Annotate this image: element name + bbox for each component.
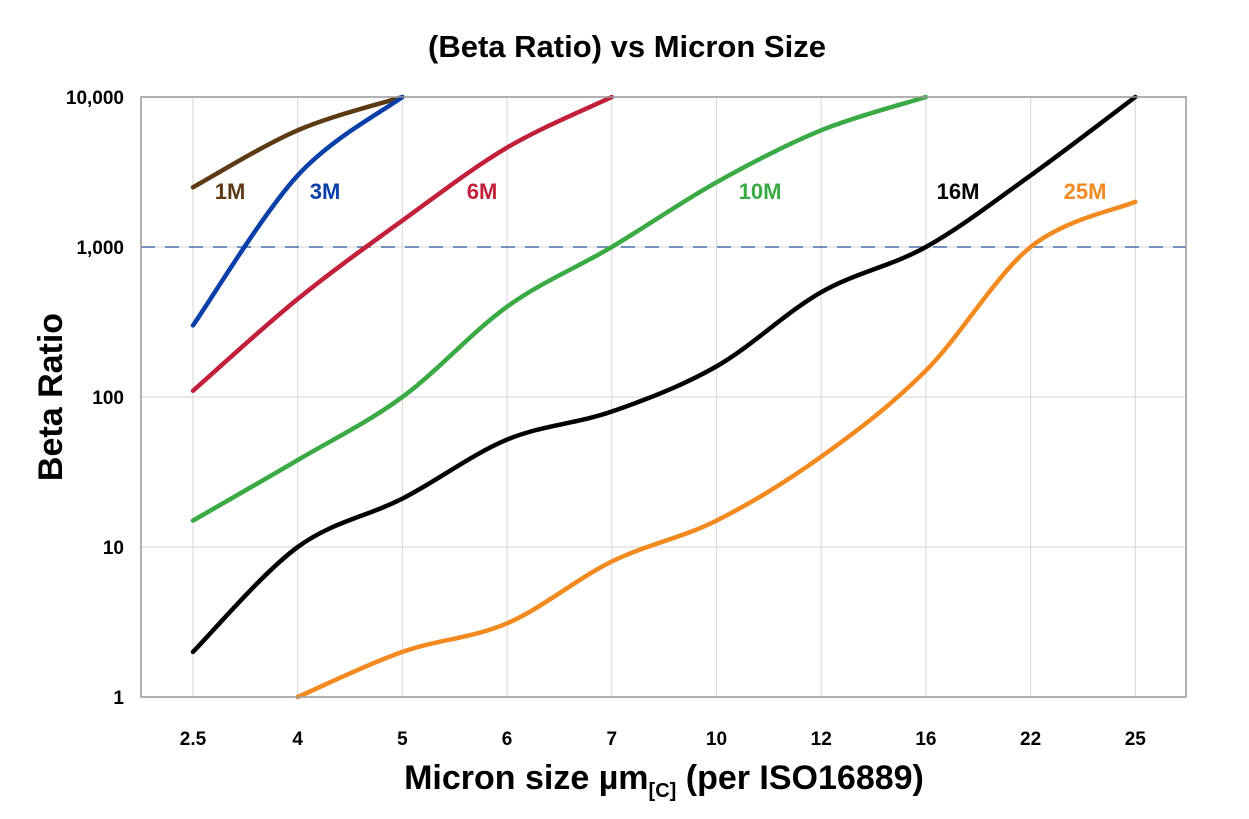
y-tick-label: 100 bbox=[92, 388, 124, 409]
x-tick-label: 16 bbox=[915, 729, 936, 750]
x-tick-label: 4 bbox=[292, 729, 303, 750]
x-axis-label-suffix: (per ISO16889) bbox=[676, 759, 924, 797]
series-line-25M bbox=[295, 199, 1138, 700]
x-tick-label: 7 bbox=[607, 729, 618, 750]
y-tick-label: 1 bbox=[113, 688, 124, 709]
series-labels: 1M 3M 6M 10M 16M 25M bbox=[215, 179, 1107, 204]
x-tick-label: 5 bbox=[397, 729, 408, 750]
series-lines bbox=[190, 94, 1138, 700]
x-axis-label: Micron size µm[C] (per ISO16889) bbox=[404, 759, 924, 802]
series-line-1M bbox=[190, 94, 405, 190]
x-tick-label: 22 bbox=[1020, 729, 1041, 750]
series-line-10M bbox=[190, 94, 929, 523]
series-label-3M: 3M bbox=[310, 179, 341, 204]
series-label-16M: 16M bbox=[937, 179, 980, 204]
x-tick-label: 2.5 bbox=[180, 729, 207, 750]
x-tick-label: 12 bbox=[811, 729, 832, 750]
x-tick-label: 6 bbox=[502, 729, 513, 750]
series-label-6M: 6M bbox=[467, 179, 498, 204]
y-axis-label: Beta Ratio bbox=[32, 313, 70, 481]
grid bbox=[141, 96, 1186, 698]
plot-frame bbox=[140, 96, 1187, 698]
y-tick-labels: 1 10 100 1,000 10,000 bbox=[66, 88, 125, 709]
y-tick-label: 10 bbox=[103, 538, 124, 559]
series-label-25M: 25M bbox=[1064, 179, 1107, 204]
y-tick-label: 10,000 bbox=[66, 88, 124, 109]
x-tick-label: 10 bbox=[706, 729, 727, 750]
chart-title: (Beta Ratio) vs Micron Size bbox=[428, 29, 826, 64]
series-label-1M: 1M bbox=[215, 179, 246, 204]
series-line-16M bbox=[190, 94, 1138, 655]
x-tick-labels: 2.5 4 5 6 7 10 12 16 22 25 bbox=[180, 729, 1147, 750]
x-axis-label-subscript: [C] bbox=[649, 780, 677, 802]
y-tick-label: 1,000 bbox=[76, 238, 124, 259]
series-line-6M bbox=[190, 94, 615, 394]
x-tick-label: 25 bbox=[1125, 729, 1147, 750]
series-line-3M bbox=[190, 94, 405, 328]
series-label-10M: 10M bbox=[739, 179, 782, 204]
